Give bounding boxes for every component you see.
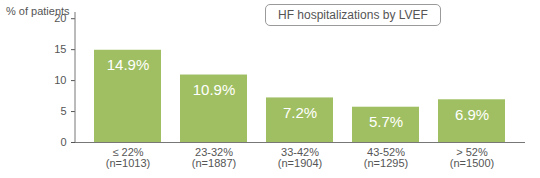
svg-text:0: 0 — [60, 136, 66, 148]
svg-text:15: 15 — [54, 43, 66, 55]
svg-text:> 52%(n=1500): > 52%(n=1500) — [450, 146, 494, 169]
svg-text:33-42%(n=1904): 33-42%(n=1904) — [278, 146, 322, 169]
svg-text:43-52%(n=1295): 43-52%(n=1295) — [364, 146, 408, 169]
svg-text:5: 5 — [60, 105, 66, 117]
svg-text:23-32%(n=1887): 23-32%(n=1887) — [192, 146, 236, 169]
svg-text:5.7%: 5.7% — [369, 113, 403, 130]
svg-text:10: 10 — [54, 74, 66, 86]
svg-text:14.9%: 14.9% — [107, 56, 150, 73]
svg-text:10.9%: 10.9% — [193, 81, 236, 98]
svg-text:7.2%: 7.2% — [283, 104, 317, 121]
svg-text:≤ 22%(n=1013): ≤ 22%(n=1013) — [106, 146, 150, 169]
svg-text:6.9%: 6.9% — [455, 106, 489, 123]
